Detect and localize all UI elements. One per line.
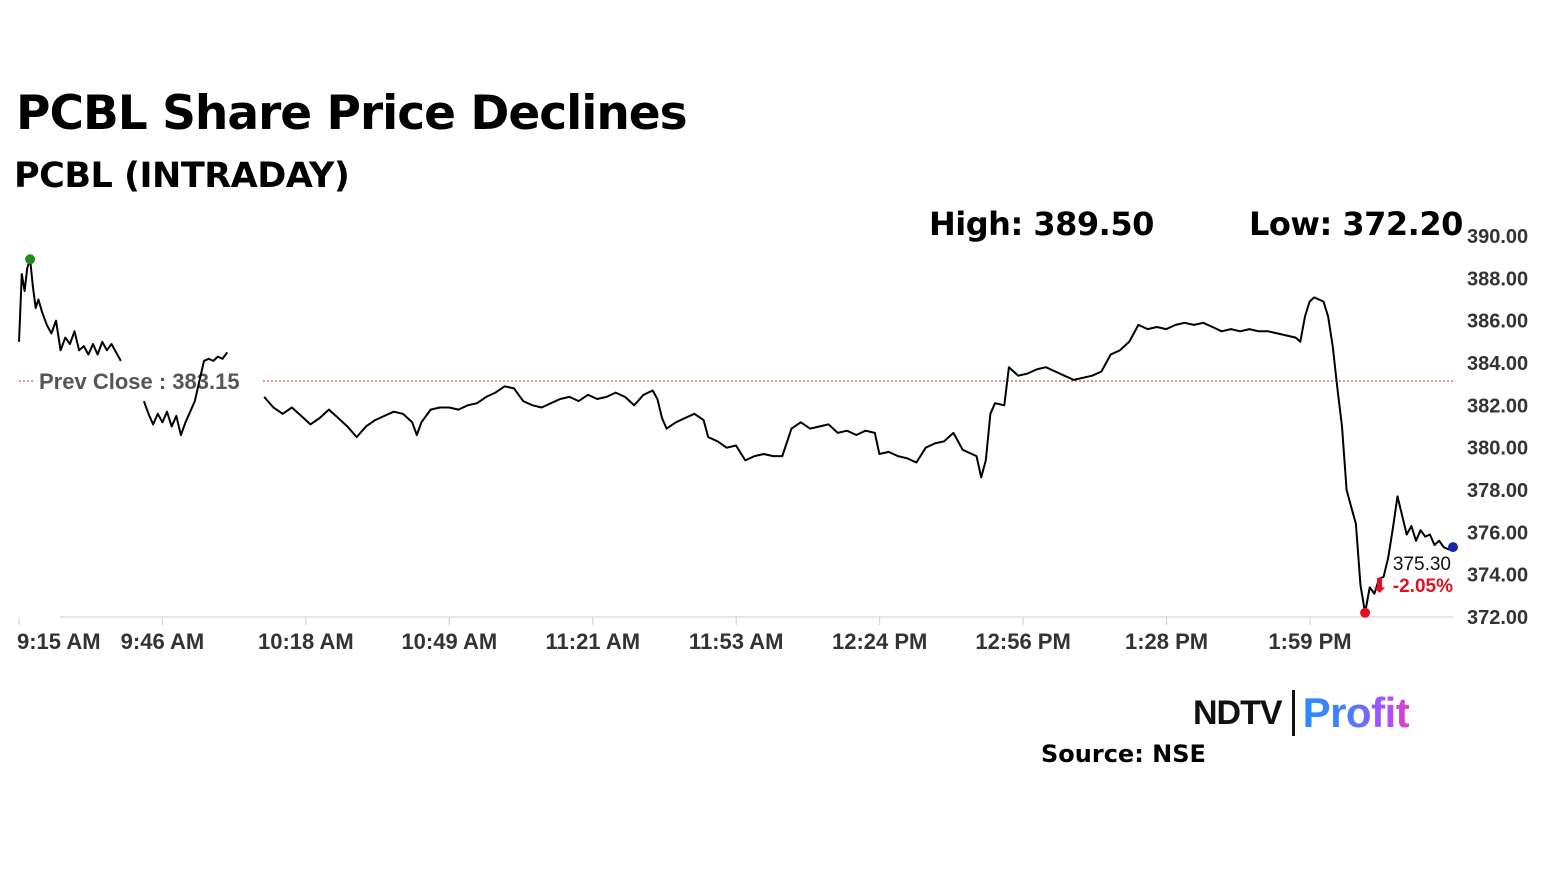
high-price-label: High: 389.50 (929, 205, 1154, 243)
y-tick-label: 374.00 (1467, 565, 1528, 587)
logo-divider (1291, 690, 1295, 736)
y-tick-label: 386.00 (1467, 311, 1528, 333)
chart-title: PCBL Share Price Declines (16, 86, 688, 141)
y-tick-label: 384.00 (1467, 353, 1528, 375)
y-tick-label: 390.00 (1467, 226, 1528, 248)
x-tick-label: 12:24 PM (832, 629, 927, 654)
y-tick-label: 382.00 (1467, 395, 1528, 417)
prev-close-label: Prev Close : 383.15 (39, 369, 240, 394)
y-tick-label: 388.00 (1467, 268, 1528, 290)
price-line-segment (142, 351, 229, 436)
y-tick-label: 378.00 (1467, 480, 1528, 502)
low-point-marker (1360, 607, 1371, 618)
logo-profit-text: Profit (1302, 689, 1410, 736)
prev-close-label-bg (34, 366, 262, 395)
x-tick-label: 10:18 AM (258, 629, 354, 654)
chart-subtitle: PCBL (INTRADAY) (14, 156, 350, 196)
x-tick-label: 10:49 AM (401, 629, 497, 654)
price-change-label: ⬇ -2.05% (1372, 576, 1454, 597)
high-point-marker (25, 254, 36, 265)
price-line-segment (263, 296, 1454, 614)
x-tick-label: 9:15 AM (17, 629, 101, 654)
y-tick-label: 376.00 (1467, 522, 1528, 544)
x-tick-label: 9:46 AM (121, 629, 205, 654)
logo-ndtv-text: NDTV (1193, 693, 1283, 732)
x-tick-label: 11:21 AM (545, 629, 640, 654)
price-line-segment (18, 258, 122, 362)
last-price-marker (1448, 542, 1458, 553)
x-tick-label: 1:59 PM (1268, 629, 1351, 654)
y-tick-label: 372.00 (1467, 607, 1528, 629)
last-price-label: 375.30 (1393, 554, 1451, 575)
y-tick-label: 380.00 (1467, 438, 1528, 460)
ndtv-profit-logo: NDTV Profit (1193, 688, 1410, 738)
x-tick-label: 12:56 PM (975, 629, 1070, 654)
x-tick-label: 1:28 PM (1125, 629, 1208, 654)
x-tick-label: 11:53 AM (689, 629, 784, 654)
source-label: Source: NSE (1041, 740, 1206, 768)
low-price-label: Low: 372.20 (1249, 205, 1463, 243)
